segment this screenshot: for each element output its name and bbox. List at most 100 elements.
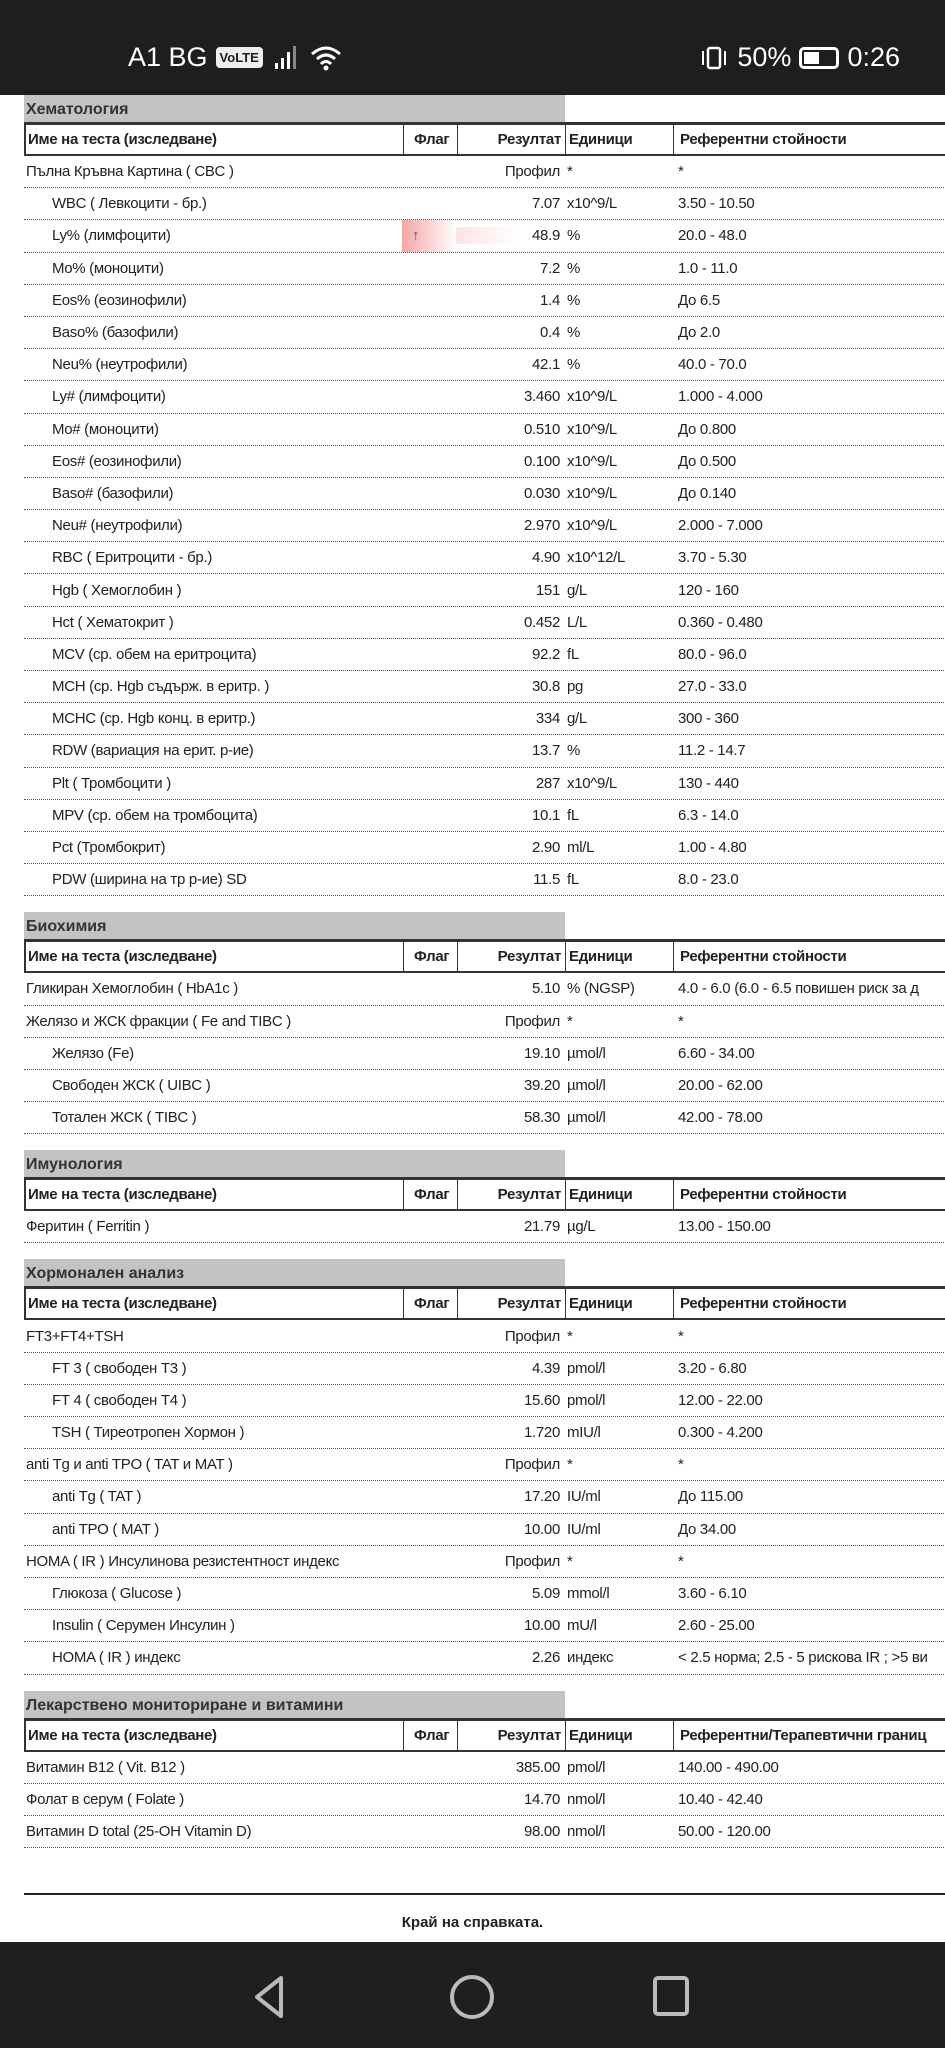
table-header: Име на теста (изследване) Флаг Резултат Еди… [24, 1177, 945, 1212]
table-row: anti Tg ( TAT ) 17.20 IU/ml До 115.00 [24, 1481, 945, 1514]
reference-range: 300 - 360 [678, 710, 739, 728]
table-row: anti Tg и anti TPO ( TAT и MAT ) Профил * * [24, 1449, 945, 1482]
clock: 0:26 [847, 42, 900, 72]
flag [402, 478, 456, 509]
flag [402, 864, 456, 895]
table-header: Име на теста (изследване) Флаг Резултат Еди… [24, 939, 945, 974]
result: 385.00 [515, 1758, 560, 1776]
result: 0.4 [540, 324, 560, 342]
reference-range: 10.40 - 42.40 [678, 1790, 763, 1808]
header-flag: Флаг [404, 125, 458, 154]
test-name: TSH ( Тиреотропен Хормон ) [52, 1424, 245, 1442]
units: индекс [567, 1649, 614, 1667]
units: fL [567, 645, 579, 663]
test-name: Plt ( Тромбоцити ) [52, 774, 171, 792]
table-row: Свободен ЖСК ( UIBC ) 39.20 µmol/l 20.00 - … [24, 1070, 945, 1103]
back-icon[interactable] [245, 1972, 295, 2027]
table-row: Ly# (лимфоцити) 3.460 x10^9/L 1.000 - 4.000 [24, 381, 945, 414]
units: x10^9/L [567, 484, 617, 502]
reference-range: До 34.00 [678, 1520, 736, 1538]
reference-range: 4.0 - 6.0 (6.0 - 6.5 повишен риск за д [678, 980, 919, 998]
result: 13.7 [532, 742, 560, 760]
navigation-bar [0, 1942, 945, 2048]
reference-range: До 0.140 [678, 484, 736, 502]
test-name: anti Tg ( TAT ) [52, 1488, 142, 1506]
test-name: HOMA ( IR ) индекс [52, 1649, 181, 1667]
result: 0.452 [523, 613, 560, 631]
wifi-icon [310, 46, 341, 70]
units: g/L [567, 581, 587, 599]
flag [402, 510, 456, 541]
header-result: Резултат [458, 1180, 566, 1210]
reference-range: 11.2 - 14.7 [678, 742, 746, 760]
flag [402, 1578, 456, 1609]
table-row: Pct (Тромбокрит) 2.90 ml/L 1.00 - 4.80 [24, 832, 945, 865]
section-1: Биохимия Име на теста (изследване) Флаг Рез… [24, 912, 945, 1135]
test-name: RDW (вариация на ерит. р-ие) [52, 742, 254, 760]
table-row: Желязо и ЖСК фракции ( Fe and TIBC ) Проф… [24, 1006, 945, 1038]
signal-icon [274, 45, 296, 69]
test-name: Eos% (еозинофили) [52, 291, 187, 309]
result: 42.1 [532, 356, 560, 374]
status-bar: A1 BG VoLTE 50% 0:26 [0, 0, 945, 95]
units: µmol/l [567, 1044, 606, 1062]
result: 11.5 [533, 871, 560, 889]
flag [402, 1070, 456, 1101]
flag [402, 973, 456, 1004]
result: 19.10 [523, 1044, 560, 1062]
result: 1.720 [523, 1424, 560, 1442]
table-row: Mo# (моноцити) 0.510 x10^9/L До 0.800 [24, 414, 945, 446]
units: x10^9/L [567, 517, 617, 535]
units: % [567, 742, 581, 760]
result: 15.60 [523, 1391, 560, 1409]
reference-range: 0.300 - 4.200 [678, 1424, 763, 1442]
flag [402, 639, 456, 670]
report-content: Хематология Име на теста (изследване) Флаг… [0, 95, 945, 1864]
reference-range: 80.0 - 96.0 [678, 645, 747, 663]
units: x10^9/L [567, 195, 617, 213]
test-name: Глюкоза ( Glucose ) [52, 1585, 182, 1603]
table-row: FT 4 ( свободен Т4 ) 15.60 pmol/l 12.00 - 2… [24, 1385, 945, 1417]
flag [402, 1449, 456, 1480]
units: µmol/l [567, 1109, 606, 1127]
test-name: Neu# (неутрофили) [52, 517, 183, 535]
carrier-label: A1 BG [128, 42, 208, 72]
flag [402, 1353, 456, 1384]
test-name: anti Tg и anti TPO ( TAT и MAT ) [26, 1456, 233, 1474]
flag [402, 414, 456, 445]
section-title: Хематология [24, 95, 565, 122]
units: mIU/l [567, 1424, 601, 1442]
test-name: MCH (ср. Hgb съдърж. в еритр. ) [52, 678, 270, 696]
reference-range: 130 - 440 [678, 774, 739, 792]
units: % [567, 291, 581, 309]
test-name: Hgb ( Хемоглобин ) [52, 581, 182, 599]
section-title: Хормонален анализ [24, 1259, 565, 1287]
reference-range: До 0.500 [678, 452, 736, 470]
table-row: Plt ( Тромбоцити ) 287 x10^9/L 130 - 440 [24, 768, 945, 800]
test-name: Baso# (базофили) [52, 484, 174, 502]
recents-icon[interactable] [647, 1972, 697, 2027]
test-name: WBC ( Левкоцити - бр.) [52, 195, 207, 213]
flag [402, 1816, 456, 1847]
header-result: Резултат [458, 942, 566, 972]
section-title: Биохимия [24, 912, 565, 940]
test-name: Пълна Кръвна Картина ( CBC ) [26, 163, 234, 181]
test-name: Витамин D total (25-OH Vitamin D) [26, 1822, 252, 1840]
result: Профил [504, 1552, 560, 1570]
result: 17.20 [523, 1488, 560, 1506]
table-row: RDW (вариация на ерит. р-ие) 13.7% 11.2 - … [24, 735, 945, 768]
reference-range: 20.00 - 62.00 [678, 1076, 763, 1094]
test-name: HOMA ( IR ) Инсулинова резистентност инд… [26, 1552, 340, 1570]
header-result: Резултат [458, 1289, 566, 1319]
flag [402, 1784, 456, 1815]
result: 1.4 [540, 291, 560, 309]
reference-range: До 6.5 [678, 291, 720, 309]
test-name: MCV (ср. обем на еритроцита) [52, 645, 257, 663]
home-icon[interactable] [447, 1972, 497, 2027]
units: L/L [567, 613, 587, 631]
battery-percent: 50% [737, 42, 792, 72]
test-name: MCHC (ср. Hgb конц. в еритр.) [52, 710, 256, 728]
table-row: Желязо (Fe) 19.10 µmol/l 6.60 - 34.00 [24, 1038, 945, 1070]
units: * [567, 1456, 573, 1474]
test-name: Тотален ЖСК ( TIBC ) [52, 1109, 197, 1127]
